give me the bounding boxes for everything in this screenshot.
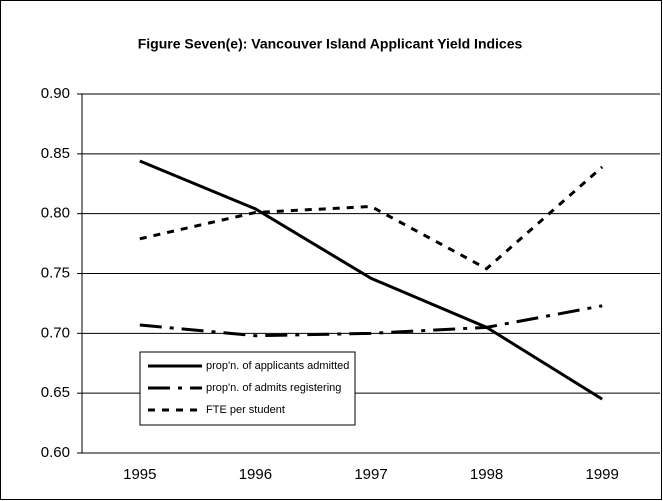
y-tick-label: 0.75 (41, 264, 70, 281)
y-tick-label: 0.90 (41, 85, 70, 102)
y-tick-label: 0.65 (41, 384, 70, 401)
x-tick-label: 1996 (239, 466, 272, 483)
y-tick-label: 0.85 (41, 145, 70, 162)
legend-label: prop'n. of admits registering (206, 382, 341, 394)
x-tick-label: 1995 (123, 466, 156, 483)
legend-label: FTE per student (206, 404, 285, 416)
x-tick-label: 1997 (354, 466, 387, 483)
y-tick-label: 0.70 (41, 324, 70, 341)
y-tick-label: 0.60 (41, 444, 70, 461)
series-line (139, 159, 603, 401)
chart-title: Figure Seven(e): Vancouver Island Applic… (138, 36, 523, 52)
legend-label: prop'n. of applicants admitted (206, 360, 349, 372)
legend-box (139, 351, 356, 426)
y-tick-label: 0.80 (41, 205, 70, 222)
x-tick-label: 1998 (470, 466, 503, 483)
series-line (139, 304, 603, 338)
x-tick-label: 1999 (586, 466, 619, 483)
